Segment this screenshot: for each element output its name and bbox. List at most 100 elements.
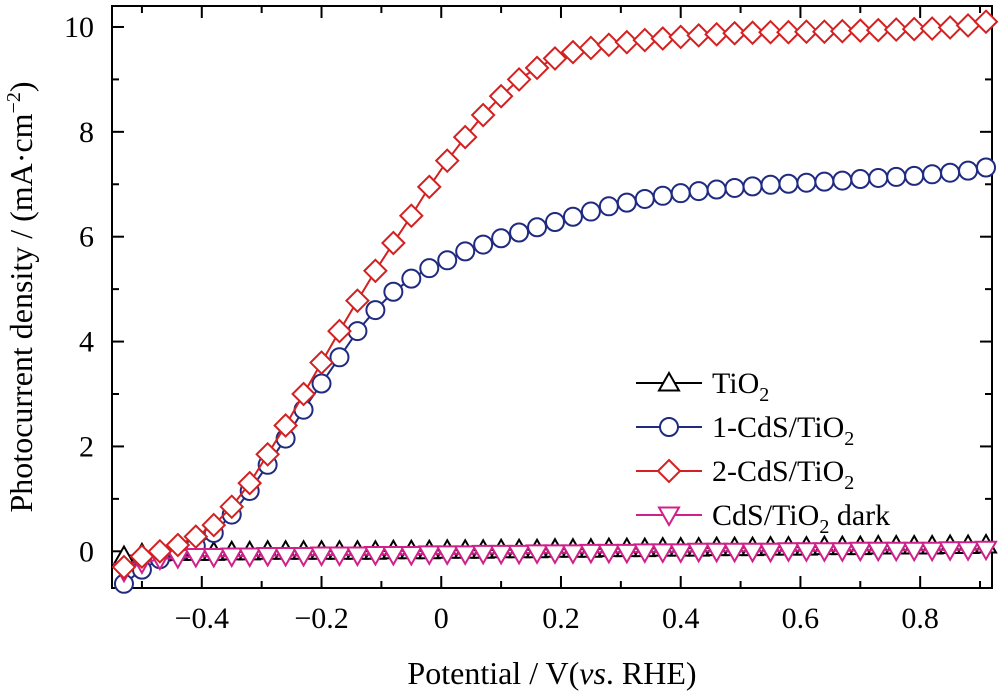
data-point xyxy=(506,66,532,92)
series-triangle-down xyxy=(112,540,998,584)
x-tick-label: 0.8 xyxy=(901,602,939,635)
data-point xyxy=(740,20,765,46)
data-point xyxy=(814,171,835,192)
y-tick-label: 0 xyxy=(79,535,94,568)
legend-label-sub: 2 xyxy=(844,472,854,494)
legend-item: CdS/TiO2 dark xyxy=(636,499,890,538)
x-axis-label-part: Potential / V( xyxy=(407,655,579,691)
data-point xyxy=(722,542,747,564)
data-point xyxy=(920,541,944,563)
data-point xyxy=(615,543,639,565)
legend-item: TiO2 xyxy=(636,367,769,406)
y-axis-label: Photocurrent density / (mA·cm−2) xyxy=(3,82,39,513)
data-point xyxy=(758,19,783,45)
data-point xyxy=(722,20,747,46)
legend-label-sub: 2 xyxy=(844,428,854,450)
data-point xyxy=(597,543,621,565)
data-point xyxy=(579,543,603,565)
data-point xyxy=(848,541,873,563)
data-point xyxy=(543,544,567,565)
legend-label-sub: 2 xyxy=(819,516,829,538)
data-point xyxy=(183,524,209,550)
data-point xyxy=(976,157,997,178)
data-point xyxy=(470,102,496,128)
data-point xyxy=(473,234,494,255)
data-point xyxy=(291,546,316,568)
data-point xyxy=(956,541,980,562)
data-point xyxy=(237,547,262,569)
data-point xyxy=(724,177,745,198)
data-point xyxy=(686,22,712,48)
data-point xyxy=(489,544,513,566)
data-point xyxy=(401,268,422,289)
data-point xyxy=(435,545,459,566)
legend-label: CdS/TiO2 dark xyxy=(712,499,890,538)
data-point xyxy=(329,347,350,368)
data-point xyxy=(596,32,622,58)
data-point xyxy=(561,544,585,565)
data-point xyxy=(758,542,783,564)
data-point xyxy=(491,228,512,249)
data-point xyxy=(345,546,370,567)
data-point xyxy=(398,203,424,229)
x-tick-label: 0.4 xyxy=(662,602,700,635)
x-axis-label-italic: vs xyxy=(579,655,606,691)
legend-label-part: 1-CdS/TiO xyxy=(712,411,844,444)
data-point xyxy=(668,24,694,50)
data-point xyxy=(778,173,799,194)
data-point xyxy=(327,318,352,344)
data-point xyxy=(850,169,871,190)
data-point xyxy=(811,19,837,45)
data-point xyxy=(327,546,352,567)
data-point xyxy=(542,46,568,71)
data-point xyxy=(598,196,619,217)
y-tick-label: 2 xyxy=(79,430,94,463)
data-point xyxy=(740,542,765,564)
data-point xyxy=(847,18,873,44)
legend-label: TiO2 xyxy=(712,367,769,406)
data-point xyxy=(362,258,388,284)
data-point xyxy=(184,548,208,569)
data-point xyxy=(291,381,316,407)
data-point xyxy=(686,542,711,564)
legend-marker xyxy=(659,417,679,437)
series-diamond xyxy=(111,9,999,580)
legend-label-part: TiO xyxy=(712,367,759,400)
y-axis-label-part: ) xyxy=(3,82,39,93)
legend-label-sub: 2 xyxy=(759,384,769,406)
data-point xyxy=(794,542,819,563)
data-point xyxy=(812,542,837,563)
data-point xyxy=(760,174,781,195)
data-point xyxy=(273,546,298,568)
data-point xyxy=(776,542,801,563)
data-point xyxy=(904,165,925,186)
data-point xyxy=(434,148,460,174)
x-tick-label: 0.2 xyxy=(542,602,580,635)
x-tick-label: 0.6 xyxy=(782,602,820,635)
data-point xyxy=(704,21,730,47)
data-point xyxy=(901,16,927,42)
data-point xyxy=(955,12,981,38)
legend-item: 2-CdS/TiO2 xyxy=(636,455,854,494)
legend-label: 1-CdS/TiO2 xyxy=(712,411,854,450)
data-point xyxy=(273,413,299,438)
data-point xyxy=(237,470,263,496)
data-point xyxy=(509,222,530,243)
data-point xyxy=(488,83,514,109)
data-point xyxy=(309,350,334,375)
data-point xyxy=(453,545,477,566)
data-point xyxy=(688,181,709,202)
x-axis-label-part: . RHE) xyxy=(606,655,697,691)
data-point xyxy=(865,17,891,43)
data-point xyxy=(668,543,693,564)
data-point xyxy=(220,547,244,569)
legend-label-part: dark xyxy=(829,499,890,532)
y-axis-label-part: Photocurrent density / (mA·cm xyxy=(3,113,39,512)
data-point xyxy=(634,188,655,209)
y-axis-label-sup: −2 xyxy=(3,92,25,113)
legend-marker xyxy=(656,458,682,484)
data-point xyxy=(958,160,979,181)
x-tick-label: −0.2 xyxy=(294,602,348,635)
x-tick-label: −0.4 xyxy=(175,602,229,635)
